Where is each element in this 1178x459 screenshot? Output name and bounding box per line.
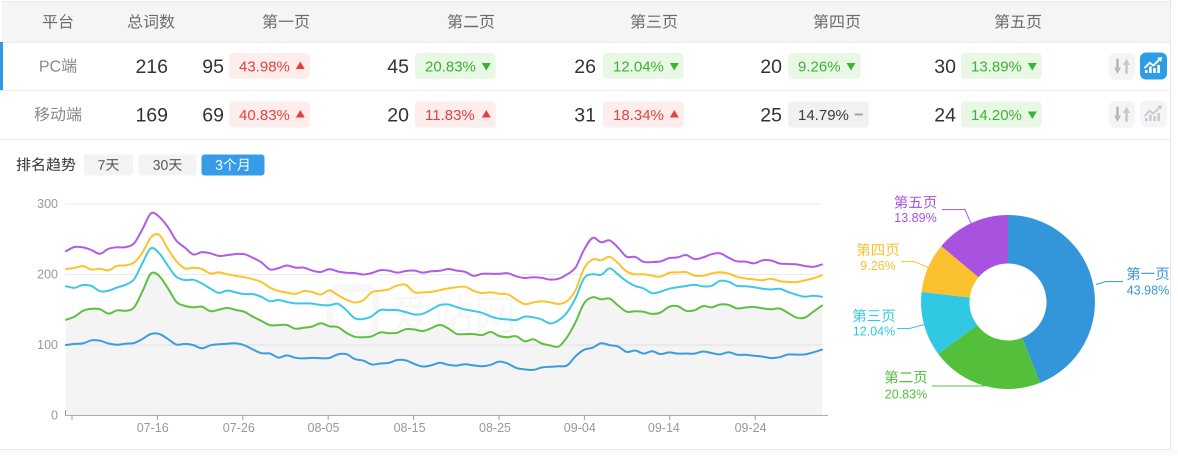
svg-text:18.34%: 18.34% [613,107,664,124]
svg-text:200: 200 [37,268,58,282]
svg-text:43.98%: 43.98% [1127,284,1169,298]
svg-text:08-25: 08-25 [479,421,511,435]
svg-text:100: 100 [37,338,58,352]
svg-text:0: 0 [51,409,58,423]
svg-text:07-16: 07-16 [137,421,169,435]
svg-text:216: 216 [135,56,168,78]
svg-text:11.83%: 11.83% [425,107,475,124]
svg-text:45: 45 [387,56,409,78]
svg-text:09-04: 09-04 [564,421,596,435]
svg-text:08-05: 08-05 [308,421,340,435]
svg-text:09-14: 09-14 [648,421,680,435]
svg-text:31: 31 [574,105,596,127]
svg-text:26: 26 [574,56,596,78]
svg-text:14.79%: 14.79% [798,107,849,124]
svg-text:25: 25 [760,105,782,127]
svg-text:24: 24 [934,105,956,127]
svg-text:20: 20 [387,105,409,127]
svg-text:20.83%: 20.83% [885,388,927,402]
svg-text:9.26%: 9.26% [860,259,895,273]
svg-text:69: 69 [202,105,224,127]
svg-text:09-24: 09-24 [735,421,767,435]
svg-text:95: 95 [202,56,224,78]
svg-text:30: 30 [934,56,956,78]
svg-text:43.98%: 43.98% [239,58,290,75]
svg-text:169: 169 [135,105,168,127]
svg-text:08-15: 08-15 [394,421,426,435]
svg-text:300: 300 [37,197,58,211]
svg-text:12.04%: 12.04% [853,325,895,339]
svg-text:40.83%: 40.83% [239,107,290,124]
svg-text:07-26: 07-26 [223,421,255,435]
svg-text:20: 20 [760,56,782,78]
svg-text:13.89%: 13.89% [971,58,1022,75]
svg-text:9.26%: 9.26% [798,58,841,75]
svg-text:20.83%: 20.83% [425,58,476,75]
svg-text:12.04%: 12.04% [613,58,664,75]
svg-text:14.20%: 14.20% [971,107,1022,124]
svg-text:13.89%: 13.89% [894,211,936,225]
